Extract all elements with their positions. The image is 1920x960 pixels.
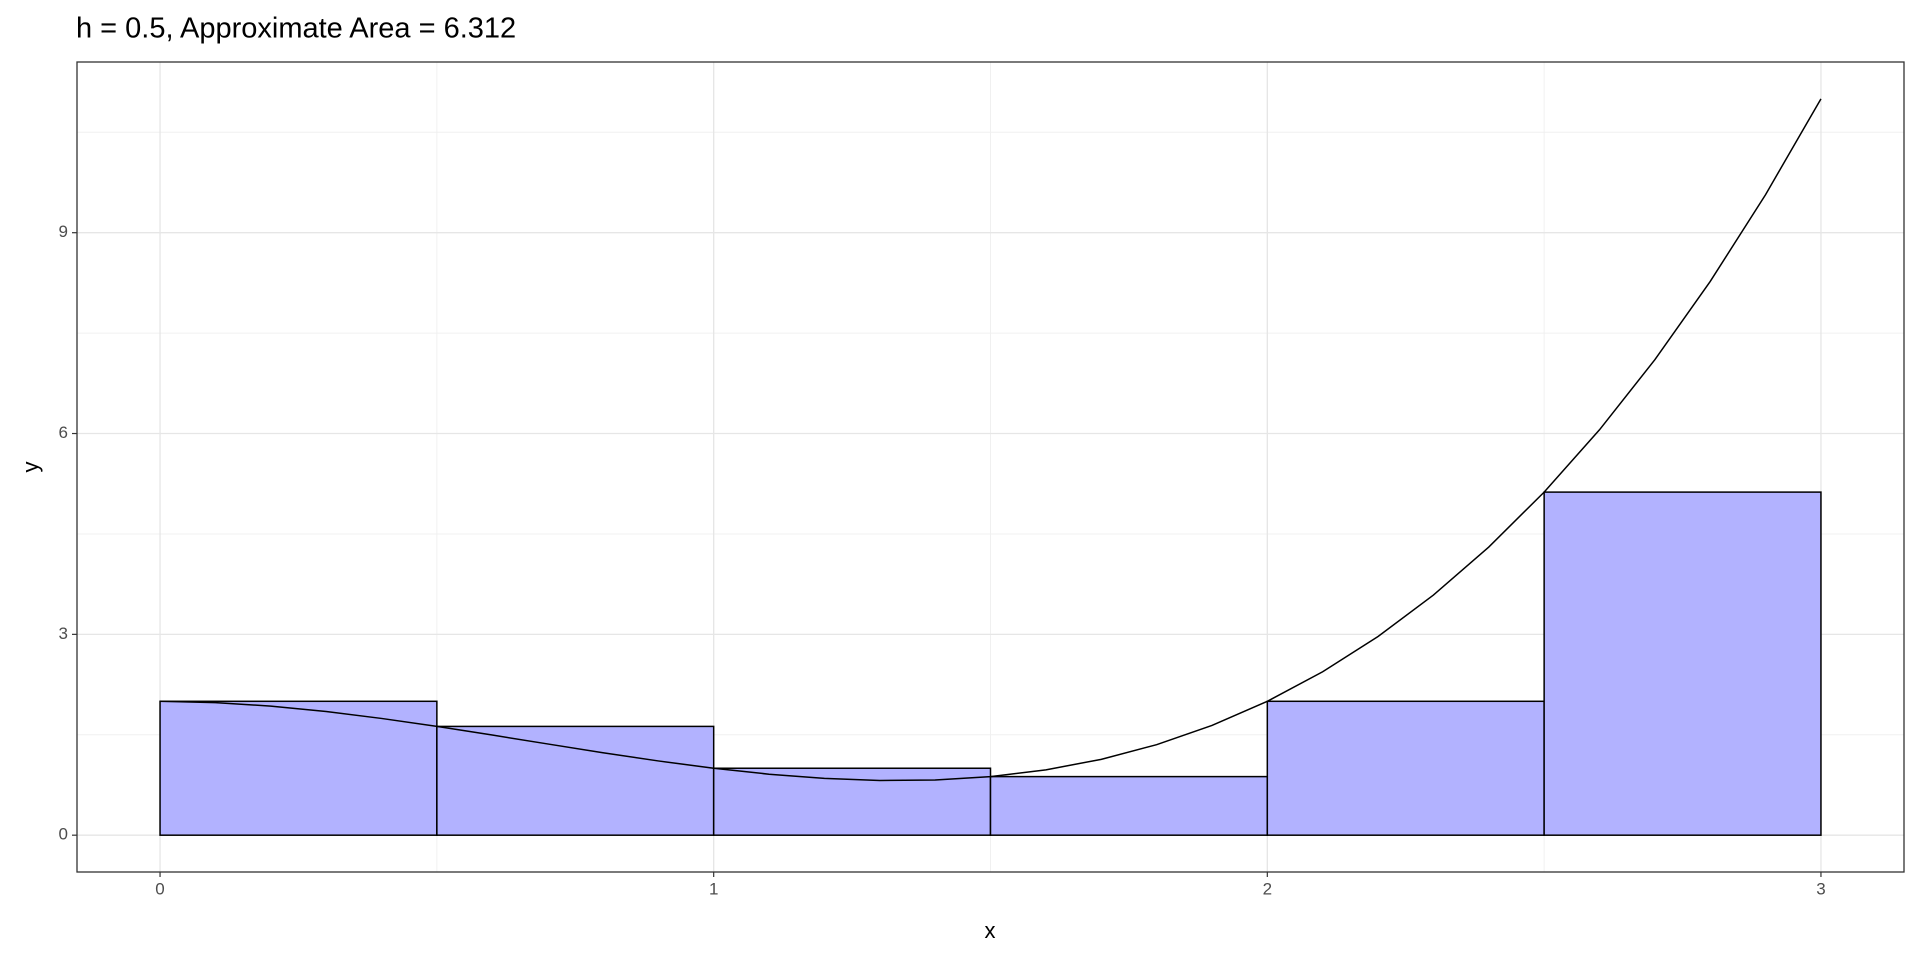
bar xyxy=(159,700,438,836)
x-tick-label: 1 xyxy=(709,879,718,898)
x-tick-label: 0 xyxy=(155,879,164,898)
x-axis-title: x xyxy=(985,918,996,943)
curve xyxy=(160,98,1822,782)
chart-title: h = 0.5, Approximate Area = 6.312 xyxy=(76,13,516,45)
bar xyxy=(989,775,1269,836)
y-tick-label: 3 xyxy=(59,624,68,643)
panel-border xyxy=(76,61,1905,873)
x-tick-label: 3 xyxy=(1816,879,1825,898)
bar xyxy=(712,767,992,836)
y-tick-label: 9 xyxy=(59,222,68,241)
bar xyxy=(1543,491,1822,836)
bar xyxy=(436,725,715,836)
bar xyxy=(1266,700,1545,836)
y-tick-label: 6 xyxy=(59,423,68,442)
y-axis-title: y xyxy=(18,462,43,473)
x-tick-label: 2 xyxy=(1263,879,1272,898)
y-tick-label: 0 xyxy=(59,825,68,844)
